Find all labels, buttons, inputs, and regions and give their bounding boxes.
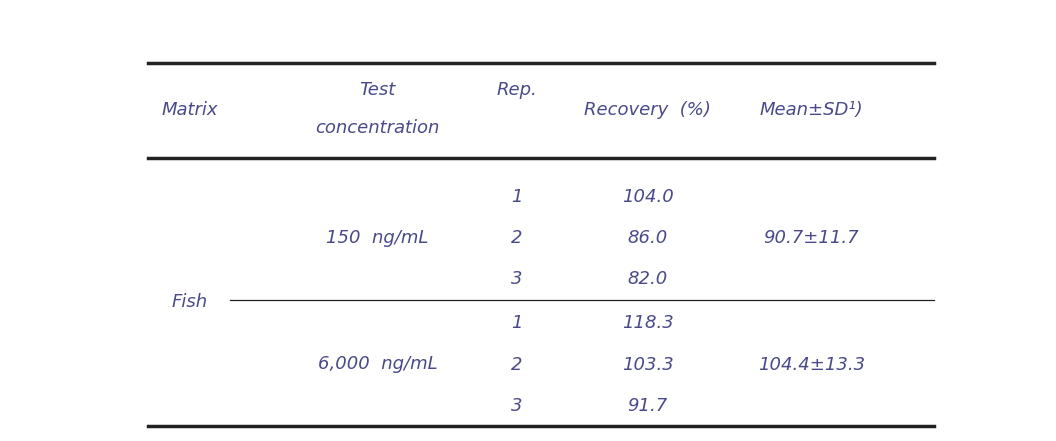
Text: 3: 3: [511, 270, 523, 288]
Text: 91.7: 91.7: [627, 397, 667, 415]
Text: 86.0: 86.0: [627, 229, 667, 247]
Text: Mean±SD¹): Mean±SD¹): [759, 101, 863, 119]
Text: Recovery  (%): Recovery (%): [584, 101, 711, 119]
Text: Test: Test: [359, 81, 396, 99]
Text: 118.3: 118.3: [622, 314, 674, 332]
Text: 90.7±11.7: 90.7±11.7: [763, 229, 860, 247]
Text: 82.0: 82.0: [627, 270, 667, 288]
Text: 1: 1: [511, 314, 523, 332]
Text: concentration: concentration: [316, 119, 439, 137]
Text: 104.0: 104.0: [622, 188, 674, 206]
Text: 1: 1: [511, 188, 523, 206]
Text: 6,000  ng/mL: 6,000 ng/mL: [318, 355, 437, 374]
Text: 104.4±13.3: 104.4±13.3: [758, 355, 865, 374]
Text: 103.3: 103.3: [622, 355, 674, 374]
Text: 2: 2: [511, 229, 523, 247]
Text: 3: 3: [511, 397, 523, 415]
Text: 2: 2: [511, 355, 523, 374]
Text: 150  ng/mL: 150 ng/mL: [326, 229, 429, 247]
Text: Matrix: Matrix: [161, 101, 218, 119]
Text: Fish: Fish: [171, 293, 207, 310]
Text: Rep.: Rep.: [496, 81, 538, 99]
